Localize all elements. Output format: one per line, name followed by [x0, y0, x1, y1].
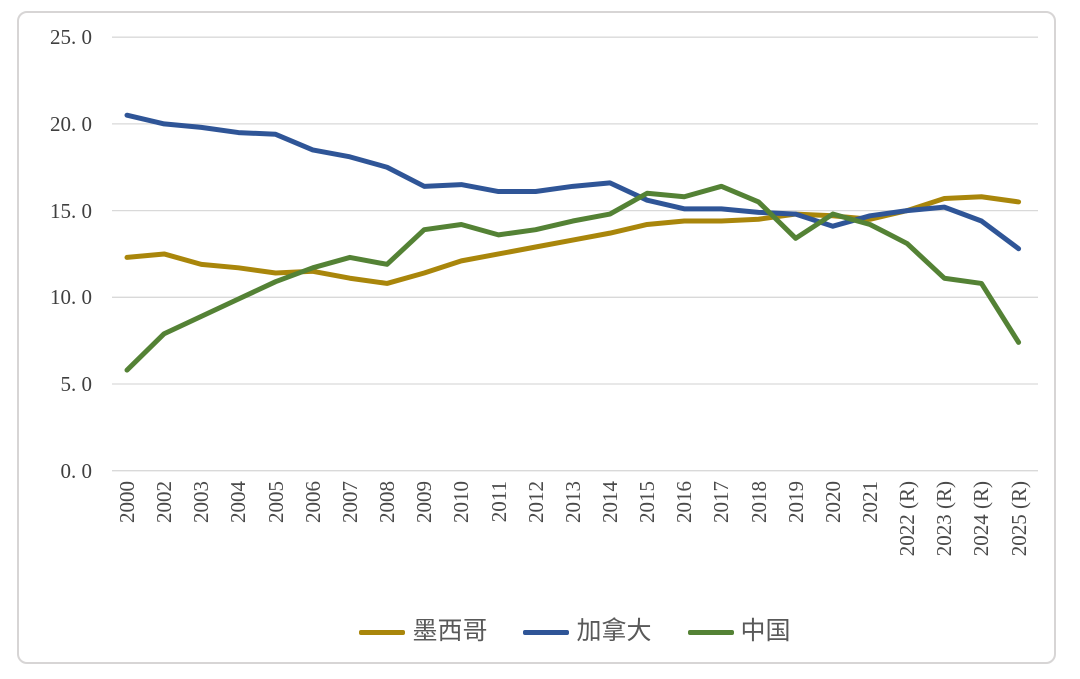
y-tick-label: 5. 0 — [60, 372, 93, 396]
y-tick-label: 15. 0 — [50, 198, 92, 223]
legend-line-canada-icon — [523, 629, 570, 635]
legend-line-mexico-icon — [359, 629, 406, 635]
series-line-mexico — [124, 194, 1022, 286]
y-tick-label: 25. 0 — [50, 25, 92, 50]
legend-label-mexico: 墨西哥 — [412, 618, 488, 645]
y-tick-label: 20. 0 — [50, 111, 92, 136]
legend-line-china-icon — [687, 629, 734, 635]
legend-label-canada: 加拿大 — [576, 618, 652, 645]
chart-frame — [17, 11, 1056, 664]
legend: 墨西哥 加拿大 中国 — [112, 617, 1038, 647]
y-tick-label: 10. 0 — [50, 285, 92, 310]
series-line-china — [124, 183, 1022, 373]
series-line-canada — [124, 112, 1022, 252]
legend-label-china: 中国 — [740, 618, 791, 645]
legend-item-canada: 加拿大 — [523, 617, 652, 647]
y-tick-label: 0. 0 — [60, 458, 93, 483]
legend-item-mexico: 墨西哥 — [359, 617, 487, 647]
legend-item-china: 中国 — [687, 617, 791, 647]
